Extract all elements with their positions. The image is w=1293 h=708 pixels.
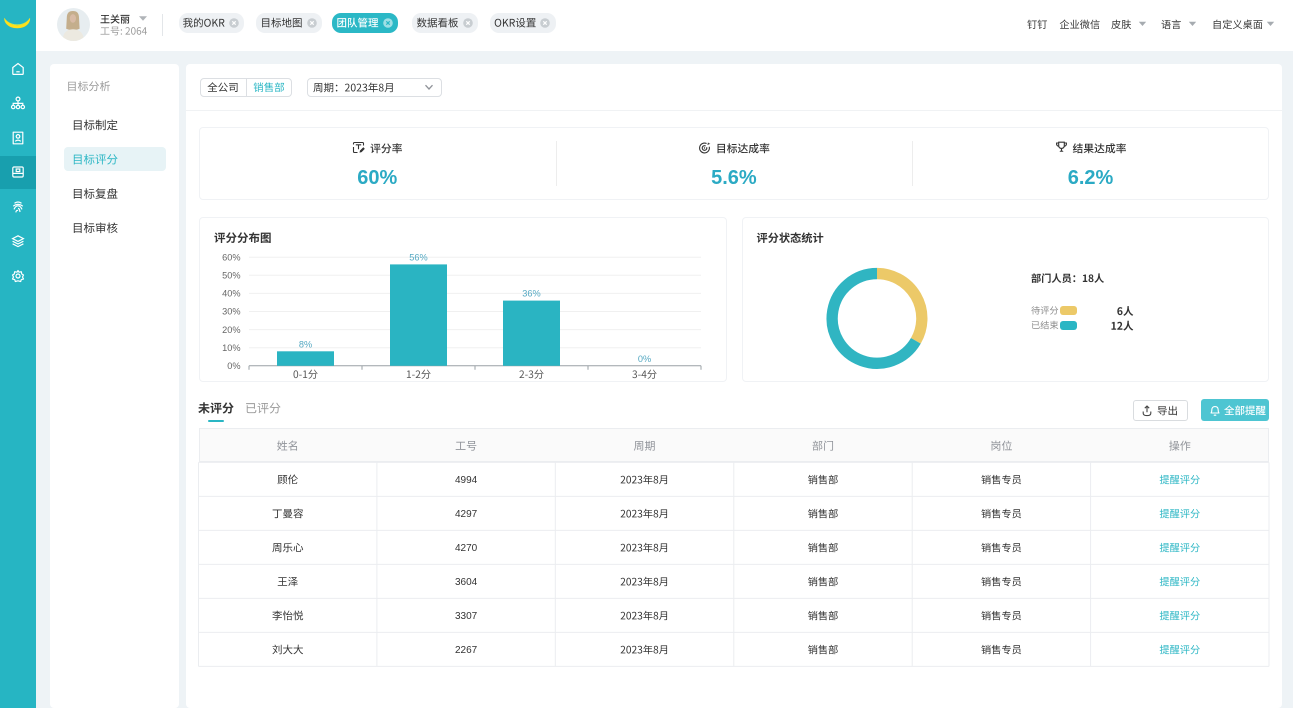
svg-text:6.2%: 6.2% <box>1068 167 1114 189</box>
svg-text:10%: 10% <box>222 343 240 353</box>
svg-text:5.6%: 5.6% <box>711 167 757 189</box>
svg-text:60%: 60% <box>222 252 240 262</box>
svg-text:3604: 3604 <box>455 577 478 588</box>
svg-text:60%: 60% <box>357 167 397 189</box>
svg-text:2267: 2267 <box>455 645 478 656</box>
svg-text:40%: 40% <box>222 289 240 299</box>
svg-text:56%: 56% <box>409 252 427 262</box>
svg-text:3307: 3307 <box>455 611 478 622</box>
svg-text:4297: 4297 <box>455 509 478 520</box>
svg-text:20%: 20% <box>222 325 240 335</box>
svg-text:36%: 36% <box>522 289 540 299</box>
svg-text:0%: 0% <box>227 361 240 371</box>
svg-text:0%: 0% <box>638 354 651 364</box>
svg-text:30%: 30% <box>222 307 240 317</box>
svg-text:50%: 50% <box>222 271 240 281</box>
svg-text:4270: 4270 <box>455 543 478 554</box>
svg-text:4994: 4994 <box>455 475 478 486</box>
svg-text:8%: 8% <box>299 339 312 349</box>
